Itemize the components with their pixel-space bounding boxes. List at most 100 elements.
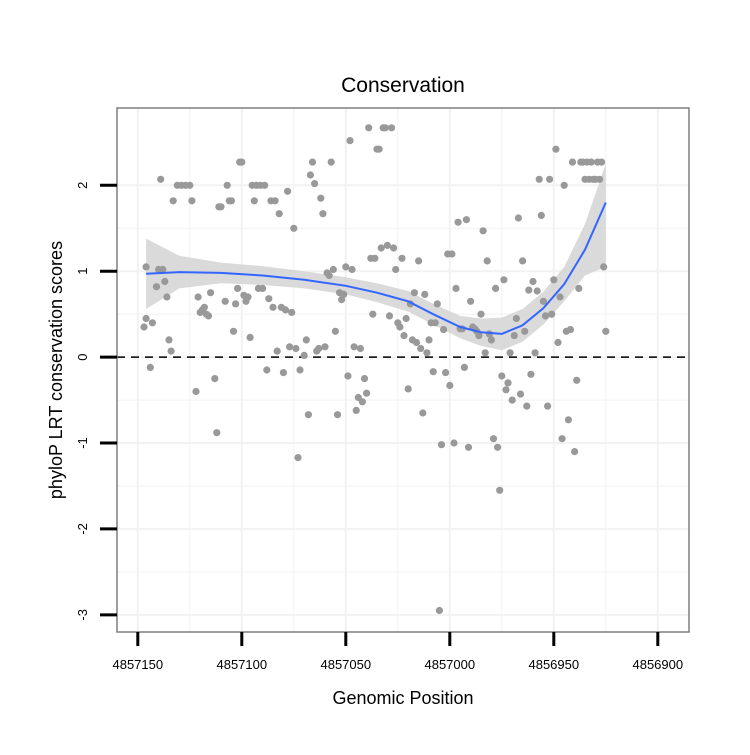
data-point (263, 366, 271, 374)
data-point (365, 124, 373, 132)
data-point (510, 332, 518, 340)
data-point (415, 257, 423, 265)
data-point (566, 326, 575, 334)
data-point (288, 308, 296, 316)
y-tick-label: 0 (75, 353, 90, 360)
data-point (273, 347, 281, 355)
data-point (352, 406, 360, 414)
data-point (159, 265, 167, 274)
data-point (573, 376, 581, 384)
data-point (388, 124, 396, 132)
data-point (514, 214, 523, 222)
data-point (410, 289, 418, 297)
data-point (429, 368, 437, 376)
data-point (142, 263, 150, 271)
data-point (331, 327, 339, 335)
data-point (598, 158, 606, 166)
data-point (554, 338, 562, 347)
data-point (238, 158, 246, 166)
data-point (464, 443, 473, 451)
data-point (448, 250, 456, 258)
data-point (279, 369, 287, 377)
data-point (508, 396, 516, 404)
data-point (560, 181, 568, 189)
data-point (311, 180, 319, 188)
data-point (440, 326, 448, 334)
data-point (500, 276, 508, 284)
data-point (537, 211, 545, 219)
data-point (550, 276, 558, 284)
data-point (502, 386, 510, 394)
data-point (396, 323, 404, 331)
data-point (516, 390, 525, 398)
data-point (152, 283, 161, 291)
data-point (450, 439, 458, 447)
data-point (596, 175, 604, 183)
data-point (512, 314, 521, 323)
data-point (442, 369, 450, 377)
data-point (375, 145, 383, 153)
data-point (531, 349, 539, 357)
data-point (167, 347, 175, 355)
data-point (142, 314, 150, 323)
data-point (188, 197, 196, 205)
data-point (200, 303, 208, 311)
data-point (234, 284, 242, 292)
data-point (525, 286, 533, 294)
data-point (223, 181, 231, 189)
data-point (404, 385, 412, 393)
x-tick-label: 4856950 (528, 657, 579, 672)
data-point (519, 257, 527, 265)
data-point (350, 343, 358, 351)
data-point (475, 332, 483, 340)
data-point (602, 327, 610, 335)
data-point (487, 336, 495, 344)
data-point (271, 197, 279, 205)
data-point (539, 297, 548, 305)
data-point (400, 332, 408, 340)
data-point (296, 366, 304, 374)
data-point (571, 448, 579, 456)
data-point (148, 319, 156, 327)
data-point (275, 210, 283, 218)
data-point (435, 606, 443, 615)
data-point (325, 271, 333, 280)
data-point (385, 312, 394, 320)
data-point (533, 287, 541, 295)
smooth-line-layer (146, 202, 607, 335)
data-point (446, 381, 454, 390)
data-point (392, 265, 400, 274)
data-point (284, 187, 292, 195)
data-point (498, 372, 506, 380)
data-point (467, 297, 475, 305)
data-point (425, 336, 433, 344)
data-point (140, 323, 148, 331)
data-point (300, 351, 308, 359)
data-point (371, 254, 379, 262)
data-point (327, 158, 335, 166)
x-axis-label: Genomic Position (332, 688, 473, 708)
data-point (204, 312, 213, 320)
data-point (412, 338, 421, 347)
data-point (481, 349, 489, 357)
data-point (306, 171, 314, 179)
data-point (261, 181, 269, 189)
chart-title: Conservation (341, 74, 465, 97)
data-point (529, 277, 537, 286)
x-axis: 4857150 4857100 4857050 4857000 4856950 48569… (112, 632, 683, 672)
plot-panel (117, 108, 689, 632)
data-point (552, 145, 560, 153)
data-point (494, 443, 502, 451)
data-point (269, 303, 277, 311)
x-tick-label: 4856900 (632, 657, 683, 672)
y-axis-label: phyloP LRT conservation scores (46, 241, 66, 499)
data-point (521, 327, 529, 335)
data-point (363, 389, 371, 397)
y-axis: -3 -2 -1 0 1 2 (75, 182, 117, 621)
data-point (319, 210, 327, 218)
data-point (452, 284, 460, 292)
x-tick-label: 4857000 (424, 657, 475, 672)
data-point (483, 257, 491, 265)
